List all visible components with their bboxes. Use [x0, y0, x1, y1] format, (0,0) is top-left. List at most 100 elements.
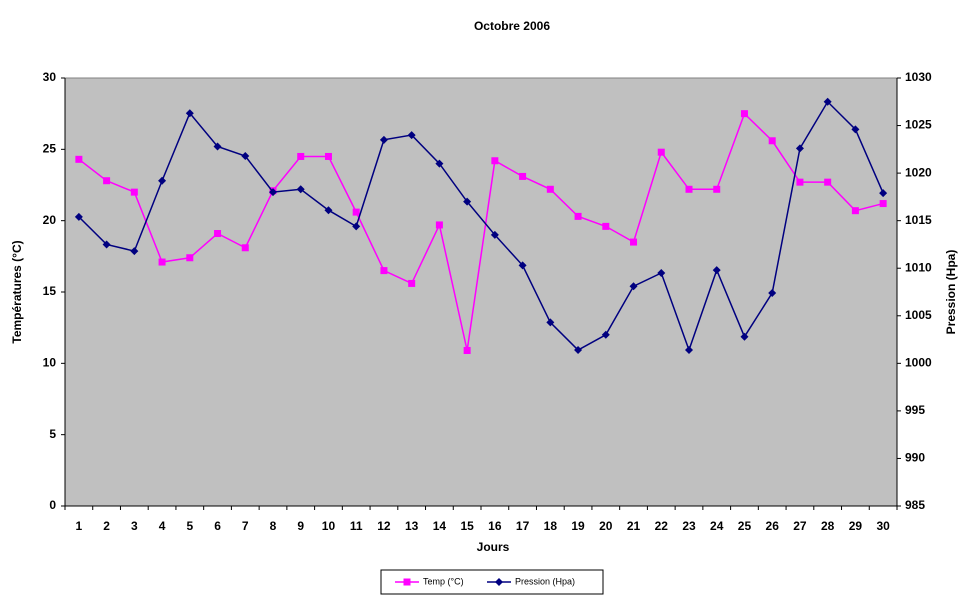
x-tick-label: 19 — [571, 519, 585, 533]
x-tick-label: 22 — [655, 519, 669, 533]
point — [602, 222, 610, 230]
point — [879, 189, 888, 198]
series-line — [78, 100, 884, 353]
x-tick-label: 29 — [849, 519, 863, 533]
legend-label: Pression (Hpa) — [515, 576, 575, 586]
point — [518, 261, 527, 270]
y-axis-label: Températures (°C) — [10, 240, 24, 343]
x-tick-label: 11 — [350, 519, 363, 533]
x-tick-label: 6 — [214, 519, 221, 533]
x-tick-label: 12 — [377, 519, 391, 533]
point — [463, 197, 472, 206]
point — [685, 185, 693, 193]
point — [435, 159, 444, 168]
plot-area — [64, 77, 898, 507]
y-tick-label: 0 — [49, 498, 56, 512]
point — [491, 157, 499, 165]
y2-tick-label: 1015 — [905, 213, 932, 227]
point — [379, 135, 388, 144]
y-tick-label: 20 — [43, 213, 57, 227]
point — [214, 230, 222, 238]
y-tick-label: 30 — [43, 70, 57, 84]
point — [490, 230, 499, 239]
point — [324, 206, 333, 215]
point — [851, 125, 860, 134]
y-tick-label: 25 — [43, 142, 57, 156]
point — [297, 152, 305, 160]
point — [269, 188, 277, 197]
point — [740, 332, 749, 341]
y2-tick-label: 995 — [905, 403, 925, 417]
chart-title: Octobre 2006 — [474, 19, 550, 33]
point — [74, 212, 83, 221]
point — [463, 346, 471, 354]
x-tick-label: 21 — [627, 519, 641, 533]
point — [546, 185, 554, 193]
point — [601, 330, 610, 339]
x-tick-label: 14 — [433, 519, 447, 533]
x-tick-label: 30 — [876, 519, 890, 533]
x-tick-label: 5 — [186, 519, 193, 533]
point — [407, 131, 416, 140]
y2-tick-label: 1010 — [905, 260, 932, 274]
x-tick-label: 1 — [76, 519, 83, 533]
y2-tick-label: 990 — [905, 451, 925, 465]
y2-tick-label: 1030 — [905, 70, 932, 84]
point — [158, 258, 166, 266]
legend-label: Temp (°C) — [423, 576, 464, 586]
point — [630, 238, 638, 246]
x-tick-label: 17 — [516, 519, 530, 533]
x-tick-label: 3 — [131, 519, 138, 533]
legend-marker — [495, 578, 503, 586]
point — [546, 318, 555, 327]
point — [408, 279, 416, 287]
x-tick-label: 10 — [322, 519, 336, 533]
point — [130, 188, 138, 196]
point — [796, 178, 804, 186]
point — [519, 172, 527, 180]
y-tick-label: 10 — [43, 356, 57, 370]
point — [75, 155, 83, 163]
x-tick-label: 26 — [766, 519, 780, 533]
point — [712, 266, 721, 275]
point — [824, 178, 832, 186]
point — [657, 268, 666, 277]
point — [435, 221, 443, 229]
point — [574, 212, 582, 220]
x-axis-label: Jours — [477, 540, 510, 554]
point — [185, 109, 194, 118]
x-tick-label: 2 — [103, 519, 110, 533]
x-tick-label: 27 — [793, 519, 807, 533]
y2-tick-label: 985 — [905, 498, 925, 512]
legend-marker — [403, 578, 411, 586]
point — [103, 177, 111, 185]
point — [352, 208, 360, 216]
point — [158, 176, 167, 185]
point — [186, 254, 194, 262]
point — [241, 151, 250, 160]
point — [740, 110, 748, 118]
point — [352, 222, 361, 231]
x-tick-label: 28 — [821, 519, 835, 533]
x-tick-label: 4 — [159, 519, 166, 533]
point — [768, 137, 776, 145]
x-tick-label: 20 — [599, 519, 613, 533]
y-tick-label: 15 — [43, 284, 57, 298]
series-line — [78, 112, 884, 351]
point — [241, 244, 249, 252]
x-tick-label: 7 — [242, 519, 249, 533]
point — [879, 200, 887, 208]
x-tick-label: 13 — [405, 519, 419, 533]
x-tick-label: 18 — [544, 519, 558, 533]
point — [296, 185, 305, 194]
x-tick-label: 24 — [710, 519, 724, 533]
x-tick-label: 15 — [460, 519, 474, 533]
point — [685, 346, 693, 355]
y-tick-label: 5 — [49, 427, 56, 441]
point — [574, 346, 583, 355]
point — [629, 282, 638, 291]
y2-tick-label: 1005 — [905, 308, 932, 322]
point — [851, 207, 859, 215]
y2-tick-label: 1020 — [905, 165, 932, 179]
